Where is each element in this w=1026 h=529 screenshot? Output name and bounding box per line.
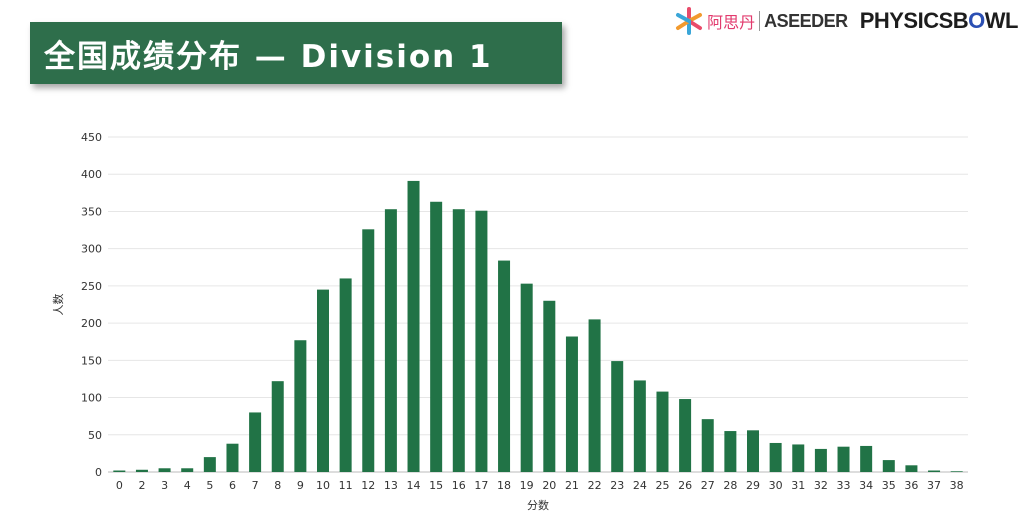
x-tick-label: 23 — [610, 479, 624, 492]
x-tick-label: 28 — [723, 479, 737, 492]
bar — [181, 468, 194, 472]
bar — [135, 469, 148, 472]
bar — [747, 430, 759, 472]
x-tick-label: 38 — [950, 479, 964, 492]
bar — [860, 445, 873, 472]
bar — [633, 380, 646, 472]
x-tick-label: 21 — [565, 479, 579, 492]
y-axis-title: 人数 — [52, 294, 65, 316]
x-tick-label: 22 — [588, 479, 602, 492]
bar — [384, 209, 397, 472]
y-tick-label: 100 — [81, 392, 102, 405]
y-tick-label: 300 — [81, 243, 102, 256]
x-tick-label: 25 — [655, 479, 669, 492]
y-tick-label: 200 — [81, 317, 102, 330]
bar — [588, 319, 601, 472]
bar — [769, 442, 782, 472]
bar — [837, 446, 850, 472]
x-tick-label: 0 — [116, 479, 123, 492]
x-tick-label: 10 — [316, 479, 330, 492]
x-tick-label: 18 — [497, 479, 511, 492]
aseeder-flower-icon — [676, 7, 703, 35]
bar — [475, 210, 488, 472]
x-tick-label: 8 — [274, 479, 281, 492]
bar — [430, 201, 443, 472]
bar — [656, 391, 669, 472]
bar — [226, 443, 239, 472]
bar — [317, 289, 329, 472]
x-tick-label: 17 — [474, 479, 488, 492]
x-tick-label: 5 — [206, 479, 213, 492]
physicsbowl-logo: PHYSICSBOWL — [859, 8, 1019, 33]
y-tick-label: 450 — [81, 131, 102, 144]
x-tick-label: 24 — [633, 479, 647, 492]
bar — [294, 340, 307, 472]
bar — [249, 412, 262, 472]
x-tick-label: 4 — [184, 479, 191, 492]
x-tick-label: 2 — [138, 479, 145, 492]
y-tick-label: 0 — [95, 466, 102, 479]
x-tick-label: 31 — [791, 479, 805, 492]
x-tick-label: 15 — [429, 479, 443, 492]
x-tick-label: 12 — [361, 479, 375, 492]
x-tick-label: 27 — [701, 479, 715, 492]
bar — [814, 448, 827, 472]
aseeder-logo: ASEEDER — [764, 10, 848, 31]
bar — [271, 381, 284, 472]
bar — [362, 229, 375, 472]
x-tick-label: 14 — [407, 479, 421, 492]
logo-area: 阿思丹 ASEEDER PHYSICSBOWL — [673, 4, 1019, 38]
bar — [407, 180, 420, 472]
x-tick-label: 33 — [837, 479, 851, 492]
x-tick-label: 11 — [339, 479, 353, 492]
bar — [701, 419, 714, 472]
y-tick-label: 50 — [88, 429, 102, 442]
bar — [950, 471, 963, 472]
title-banner: 全国成绩分布 — Division 1 — [30, 22, 562, 84]
bar — [498, 260, 511, 472]
x-tick-label: 13 — [384, 479, 398, 492]
x-tick-label: 9 — [297, 479, 304, 492]
bar — [113, 470, 126, 472]
logo-divider — [759, 11, 761, 31]
x-tick-label: 35 — [882, 479, 896, 492]
x-tick-label: 34 — [859, 479, 873, 492]
bar — [203, 457, 216, 472]
y-tick-label: 150 — [81, 354, 102, 367]
bar — [452, 209, 465, 472]
x-tick-label: 3 — [161, 479, 168, 492]
bar — [611, 361, 624, 472]
x-tick-label: 7 — [252, 479, 259, 492]
page-title: 全国成绩分布 — Division 1 — [44, 38, 493, 75]
bar — [543, 300, 556, 472]
bar — [792, 444, 805, 472]
bar — [520, 283, 533, 472]
x-tick-label: 29 — [746, 479, 760, 492]
x-tick-label: 32 — [814, 479, 828, 492]
bar — [882, 460, 895, 472]
y-tick-label: 250 — [81, 280, 102, 293]
bar — [905, 465, 918, 472]
x-tick-label: 20 — [542, 479, 556, 492]
y-tick-label: 350 — [81, 205, 102, 218]
x-tick-label: 36 — [904, 479, 918, 492]
bar — [158, 468, 171, 472]
y-tick-label: 400 — [81, 168, 102, 181]
bar — [679, 399, 692, 472]
x-tick-label: 37 — [927, 479, 941, 492]
bar — [724, 431, 737, 472]
x-tick-label: 6 — [229, 479, 236, 492]
bar — [339, 278, 352, 472]
x-tick-label: 30 — [769, 479, 783, 492]
bar — [928, 470, 941, 472]
x-axis-title: 分数 — [527, 499, 549, 512]
x-tick-label: 19 — [520, 479, 534, 492]
x-tick-label: 26 — [678, 479, 692, 492]
bar — [565, 336, 578, 472]
x-tick-label: 16 — [452, 479, 466, 492]
aseeder-cn-logo: 阿思丹 — [707, 13, 756, 32]
